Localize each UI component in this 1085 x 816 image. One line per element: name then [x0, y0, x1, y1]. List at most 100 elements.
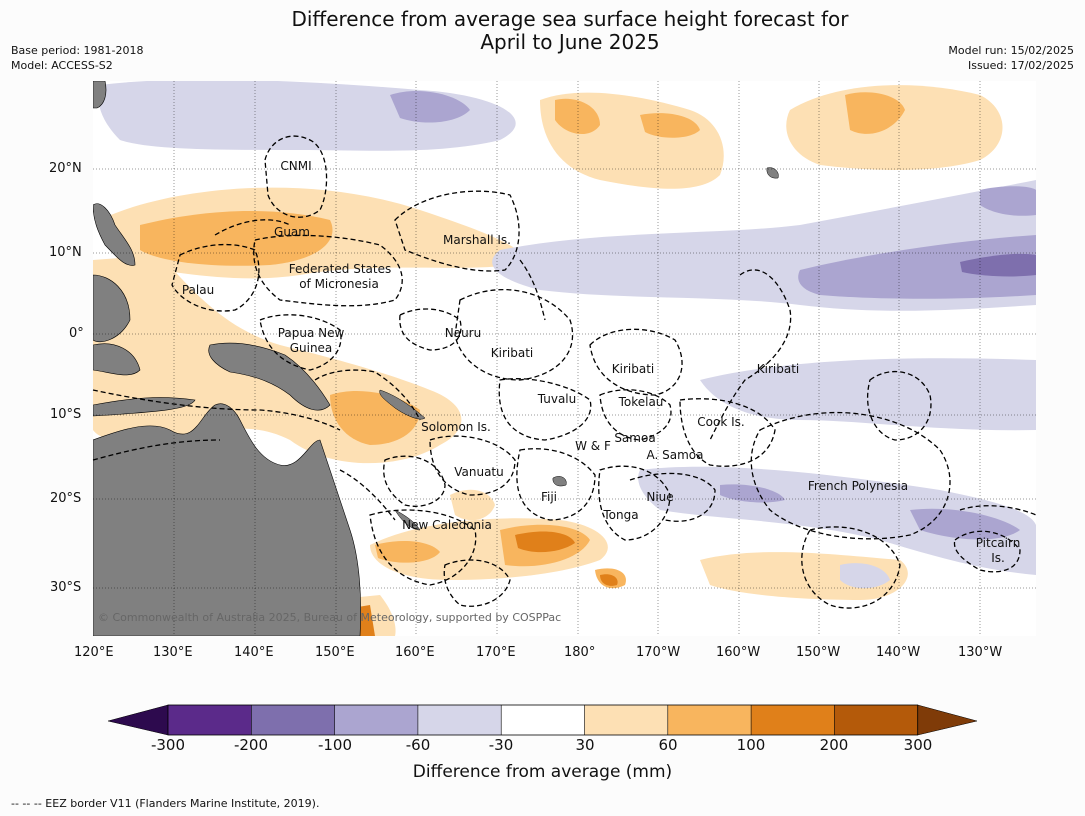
region-label-png-line1: Papua New [278, 326, 345, 340]
eez-border [214, 219, 291, 236]
anomaly-negative-mid [720, 484, 785, 503]
anomaly-negative-mid [798, 235, 1036, 299]
eez-border [394, 190, 520, 272]
anomaly-positive-mid [375, 540, 440, 563]
anomaly-negative-strong [960, 253, 1036, 277]
colorbar-tick: 60 [658, 736, 678, 754]
region-label-new-caledonia: New Caledonia [402, 518, 492, 532]
colorbar-segment [417, 705, 502, 735]
eez-border [264, 135, 328, 218]
eez-border [629, 472, 716, 522]
anomaly-positive-strong [515, 531, 575, 553]
anomaly-negative-light [840, 563, 890, 589]
region-label-nauru: Nauru [445, 326, 481, 340]
region-label-solomon-islands: Solomon Is. [421, 420, 491, 434]
region-label-samoa: Samoa [614, 431, 655, 445]
eez-border [92, 389, 341, 431]
colorbar-tick: -300 [150, 736, 186, 754]
lat-label: 20°N [49, 161, 82, 176]
lon-label: 180° [564, 645, 596, 660]
eez-legend-note: -- -- -- EEZ border V11 (Flanders Marine… [11, 797, 320, 810]
region-label-niue: Niue [646, 490, 673, 504]
region-label-tokelau: Tokelau [618, 395, 664, 409]
lon-label: 160°W [716, 645, 761, 660]
lat-label: 20°S [50, 491, 82, 506]
colorbar-title: Difference from average (mm) [412, 762, 673, 782]
colorbar-tick: 30 [575, 736, 595, 754]
eez-border [801, 526, 901, 609]
lon-label: 130°W [958, 645, 1003, 660]
eez-border [259, 314, 342, 371]
region-label-palau: Palau [182, 283, 214, 297]
region-label-micronesia-line1: Federated States [289, 262, 391, 276]
eez-border [314, 369, 421, 421]
region-label-cook-islands: Cook Is. [697, 415, 744, 429]
colorbar-tick: -200 [233, 736, 269, 754]
eez-border [709, 269, 792, 441]
title-line-2: April to June 2025 [480, 30, 660, 54]
base-period: Base period: 1981-2018 [11, 44, 144, 57]
meta-right: Model run: 15/02/2025 Issued: 17/02/2025 [948, 43, 1074, 73]
issued-date: Issued: 17/02/2025 [967, 59, 1074, 72]
region-label-marshall-islands: Marshall Is. [443, 233, 511, 247]
region-label-pitcairn-line2: Is. [991, 551, 1005, 565]
eez-border [443, 559, 511, 607]
eez-border [454, 288, 574, 381]
region-label-tuvalu: Tuvalu [537, 392, 577, 406]
lon-label: 120°E [74, 645, 114, 660]
philippines-landmass [93, 203, 136, 266]
colorbar-segment [501, 705, 585, 735]
eez-border [339, 469, 396, 521]
colorbar-segment [917, 704, 978, 736]
lon-label: 140°W [876, 645, 921, 660]
australia-landmass [93, 403, 361, 636]
region-labels: CNMI Guam Marshall Is. Federated States … [182, 159, 1020, 565]
region-label-american-samoa: A. Samoa [647, 448, 704, 462]
fiji-islands [552, 476, 567, 487]
anomaly-negative-mid [910, 508, 1020, 540]
eez-border [953, 530, 1021, 573]
anomaly-positive-mid [640, 113, 700, 138]
eez-border [589, 328, 683, 396]
lat-label: 10°S [50, 407, 82, 422]
eez-border [750, 411, 951, 540]
region-label-png-line2: Guinea [290, 341, 333, 355]
new-caledonia-island [394, 509, 421, 531]
anomaly-positive-mid [845, 92, 905, 134]
anomaly-positive-light [786, 85, 1003, 170]
taiwan-landmass [93, 81, 107, 109]
east-timor-landmass [93, 397, 196, 417]
colorbar-segment [751, 705, 835, 735]
model-name: Model: ACCESS-S2 [11, 59, 113, 72]
colorbar [108, 704, 978, 736]
colorbar-segment [334, 705, 418, 735]
region-label-guam: Guam [274, 225, 310, 239]
region-label-wallis-futuna: W & F [575, 439, 611, 453]
colorbar-segment [108, 704, 169, 736]
anomaly-positive-light [450, 489, 495, 521]
anomaly-positive-strong [600, 574, 618, 586]
eez-border [598, 465, 671, 541]
lon-label: 150°W [796, 645, 841, 660]
map-title: Difference from average sea surface heig… [0, 8, 1085, 54]
colorbar-segment [168, 705, 252, 735]
lon-label: 150°E [315, 645, 355, 660]
eez-border [92, 439, 221, 461]
eez-border [599, 389, 672, 441]
eez-border [383, 455, 446, 507]
meta-left: Base period: 1981-2018 Model: ACCESS-S2 [11, 43, 143, 73]
solomon-islands [379, 389, 426, 420]
eez-border [866, 370, 932, 441]
region-label-french-polynesia: French Polynesia [808, 479, 908, 493]
lon-label: 170°E [476, 645, 516, 660]
colorbar-segment [667, 705, 752, 735]
colorbar-tick: 100 [736, 736, 766, 754]
lat-label: 10°N [49, 245, 82, 260]
colorbar-segment [251, 705, 335, 735]
lat-label: 0° [69, 326, 84, 341]
eez-border [959, 505, 1037, 516]
region-label-kiribati-central: Kiribati [612, 362, 654, 376]
title-line-1: Difference from average sea surface heig… [291, 7, 849, 31]
lon-label: 140°E [234, 645, 274, 660]
lon-label: 170°W [636, 645, 681, 660]
